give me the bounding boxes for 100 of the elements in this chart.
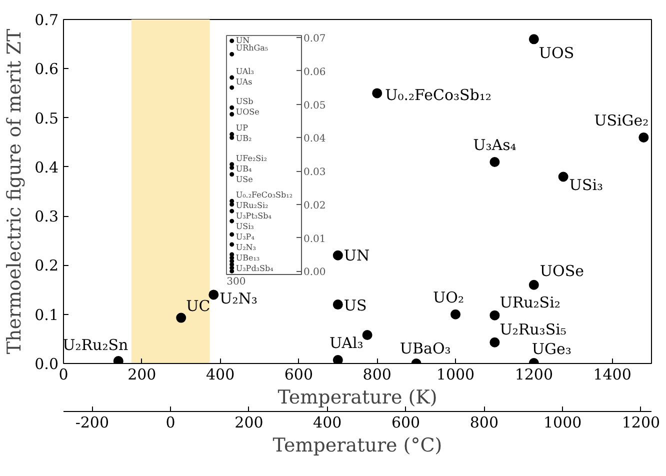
point (362, 330, 372, 340)
point (176, 312, 186, 323)
point (230, 105, 234, 110)
annotation: U₂N₃ (220, 290, 258, 308)
y-tick-label: 0.0 (34, 355, 59, 373)
y-tick-label: 0.7 (34, 11, 59, 29)
y-tick-label: 0.06 (304, 66, 326, 78)
point (230, 52, 234, 56)
y-tick-label: 0.07 (304, 34, 326, 45)
y-tick-label: 0.3 (34, 208, 59, 226)
y-tick-label: 0.05 (304, 100, 326, 112)
annotation: USiGe₂ (594, 111, 649, 130)
point (332, 355, 343, 364)
point (230, 85, 234, 90)
point (372, 88, 382, 98)
annotation: USi₃ (569, 176, 604, 194)
point (230, 135, 234, 140)
y-tick-label: 0.03 (304, 167, 326, 178)
annotation: UP (236, 124, 249, 133)
point (230, 38, 234, 44)
x2-tick-label: 800 (470, 414, 498, 432)
annotation: UOSe (540, 262, 584, 280)
annotation: USe (236, 174, 254, 184)
point (230, 75, 234, 80)
annotation: UOSe (236, 108, 260, 117)
y-tick-label: 0.1 (34, 306, 59, 324)
annotation: U₂N₃ (236, 243, 256, 252)
annotation: USb (236, 97, 254, 106)
x2-axis-title: Temperature (°C) (272, 434, 442, 456)
annotation: U₃Pt₃Sb₄ (236, 212, 272, 220)
annotation: UBe₁₃ (236, 254, 260, 262)
annotation: UAl₃ (329, 334, 364, 352)
x2-tick-label: 200 (234, 414, 264, 432)
point (230, 242, 234, 247)
x2-tick-label: 400 (313, 414, 342, 432)
annotation: USi₃ (236, 222, 254, 231)
annotation: UB₂ (236, 134, 252, 144)
annotation: U₂Ru₃Si₅ (500, 320, 566, 338)
x-axis-title: Temperature (K) (278, 386, 438, 408)
x-tick-label: 300 (226, 276, 246, 288)
annotation: U₀.₂FeCo₃Sb₁₂ (385, 86, 492, 104)
x2-tick-label: -200 (75, 414, 110, 432)
annotation: U₃P₄ (236, 232, 254, 242)
point (490, 157, 500, 168)
annotation: URhGa₅ (236, 44, 268, 53)
y-tick-label: 0.2 (34, 256, 59, 275)
x-tick-label: 1200 (514, 366, 553, 384)
x-tick-label: 600 (284, 366, 314, 384)
y-tick-label: 0.4 (34, 158, 59, 176)
annotation: UN (344, 246, 370, 264)
annotation: U₃Pd₃Sb₄ (236, 264, 274, 273)
point (490, 310, 500, 320)
point (558, 172, 568, 182)
point (528, 280, 539, 290)
annotation: UBaO₃ (400, 340, 451, 358)
point (332, 300, 343, 310)
annotation: US (344, 296, 367, 315)
y-tick-label: 0.02 (304, 200, 326, 212)
point (490, 337, 500, 348)
annotation: UFe₂Si₂ (236, 154, 267, 163)
point (230, 232, 234, 237)
annotation: UB₄ (236, 164, 252, 174)
point (450, 309, 460, 320)
point (528, 34, 539, 44)
point (230, 112, 234, 117)
annotation: URu₂Si₂ (500, 293, 560, 312)
annotation: UAl₃ (236, 66, 254, 76)
x2-tick-label: 0 (166, 414, 176, 432)
point (230, 172, 234, 177)
point (230, 218, 234, 224)
point (230, 202, 234, 207)
annotation: URu₂Si₂ (236, 201, 268, 210)
x2-tick-label: 1000 (543, 414, 582, 432)
x2-tick-label: 600 (391, 414, 420, 432)
x-tick-label: 400 (206, 366, 235, 384)
annotation: UGe₃ (532, 340, 572, 358)
x2-tick-label: 1200 (622, 414, 660, 432)
x-tick-label: 1000 (436, 366, 475, 384)
annotation: UO₂ (433, 288, 464, 306)
x-tick-label: 0 (58, 366, 68, 384)
y-tick-label: 0.00 (304, 267, 326, 278)
annotation: U₃As₄ (473, 136, 516, 154)
point (230, 258, 234, 264)
x-tick-label: 200 (128, 366, 156, 384)
annotation: U₀.₂FeCo₃Sb₁₂ (236, 190, 293, 200)
y-tick-label: 0.6 (34, 60, 59, 78)
annotation: UC (186, 296, 210, 315)
y-tick-label: 0.01 (304, 234, 326, 245)
x-tick-label: 800 (362, 366, 392, 384)
annotation: UAs (236, 77, 252, 86)
y-axis-title: Thermoelectric figure of merit ZT (4, 28, 26, 354)
point (208, 290, 219, 300)
point (332, 250, 343, 260)
annotation: UN (236, 36, 250, 45)
annotation: U₂Ru₂Sn (62, 336, 128, 354)
y-tick-label: 0.04 (304, 134, 326, 145)
annotation: UOS (538, 44, 574, 62)
point (230, 208, 234, 214)
x-tick-label: 1400 (593, 366, 632, 384)
y-tick-label: 0.5 (34, 109, 59, 128)
